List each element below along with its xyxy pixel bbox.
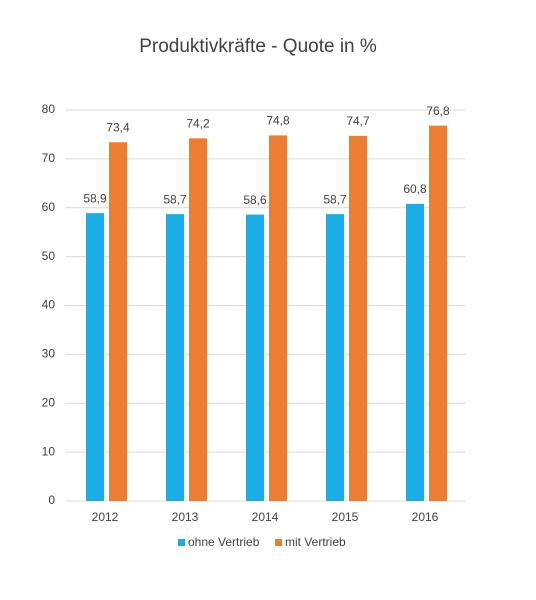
chart-title: Produktivkräfte - Quote in % [139,36,377,57]
x-tick-label: 2014 [252,510,279,524]
bar [86,213,104,501]
bar [109,142,127,501]
y-tick-label: 60 [42,200,56,214]
legend-label: ohne Vertrieb [188,535,260,549]
x-tick-label: 2012 [92,510,119,524]
value-label: 74,7 [346,114,370,128]
value-label: 74,8 [266,114,290,128]
bar [406,203,424,501]
value-label: 60,8 [403,182,427,196]
bar [429,125,447,501]
value-label: 58,7 [163,192,187,206]
y-tick-label: 40 [42,298,56,312]
y-tick-label: 0 [48,493,55,507]
y-tick-label: 20 [42,395,56,409]
legend-swatch [275,539,282,546]
bar [349,135,367,501]
bar [326,214,344,501]
y-tick-label: 80 [42,102,56,116]
bar [189,138,207,501]
y-tick-label: 30 [42,347,56,361]
bar [246,214,264,501]
y-tick-label: 50 [42,249,56,263]
legend-label: mit Vertrieb [285,535,346,549]
bar [269,135,287,502]
value-label: 58,7 [323,192,347,206]
value-label: 76,8 [426,104,450,118]
value-label: 58,6 [243,193,267,207]
x-tick-label: 2013 [172,510,199,524]
bar [166,214,184,501]
y-tick-label: 10 [42,444,56,458]
x-tick-label: 2016 [412,510,439,524]
value-label: 58,9 [83,191,107,205]
value-label: 73,4 [106,120,130,134]
y-tick-label: 70 [42,151,56,165]
legend-swatch [178,539,185,546]
x-tick-label: 2015 [332,510,359,524]
value-label: 74,2 [186,117,210,131]
